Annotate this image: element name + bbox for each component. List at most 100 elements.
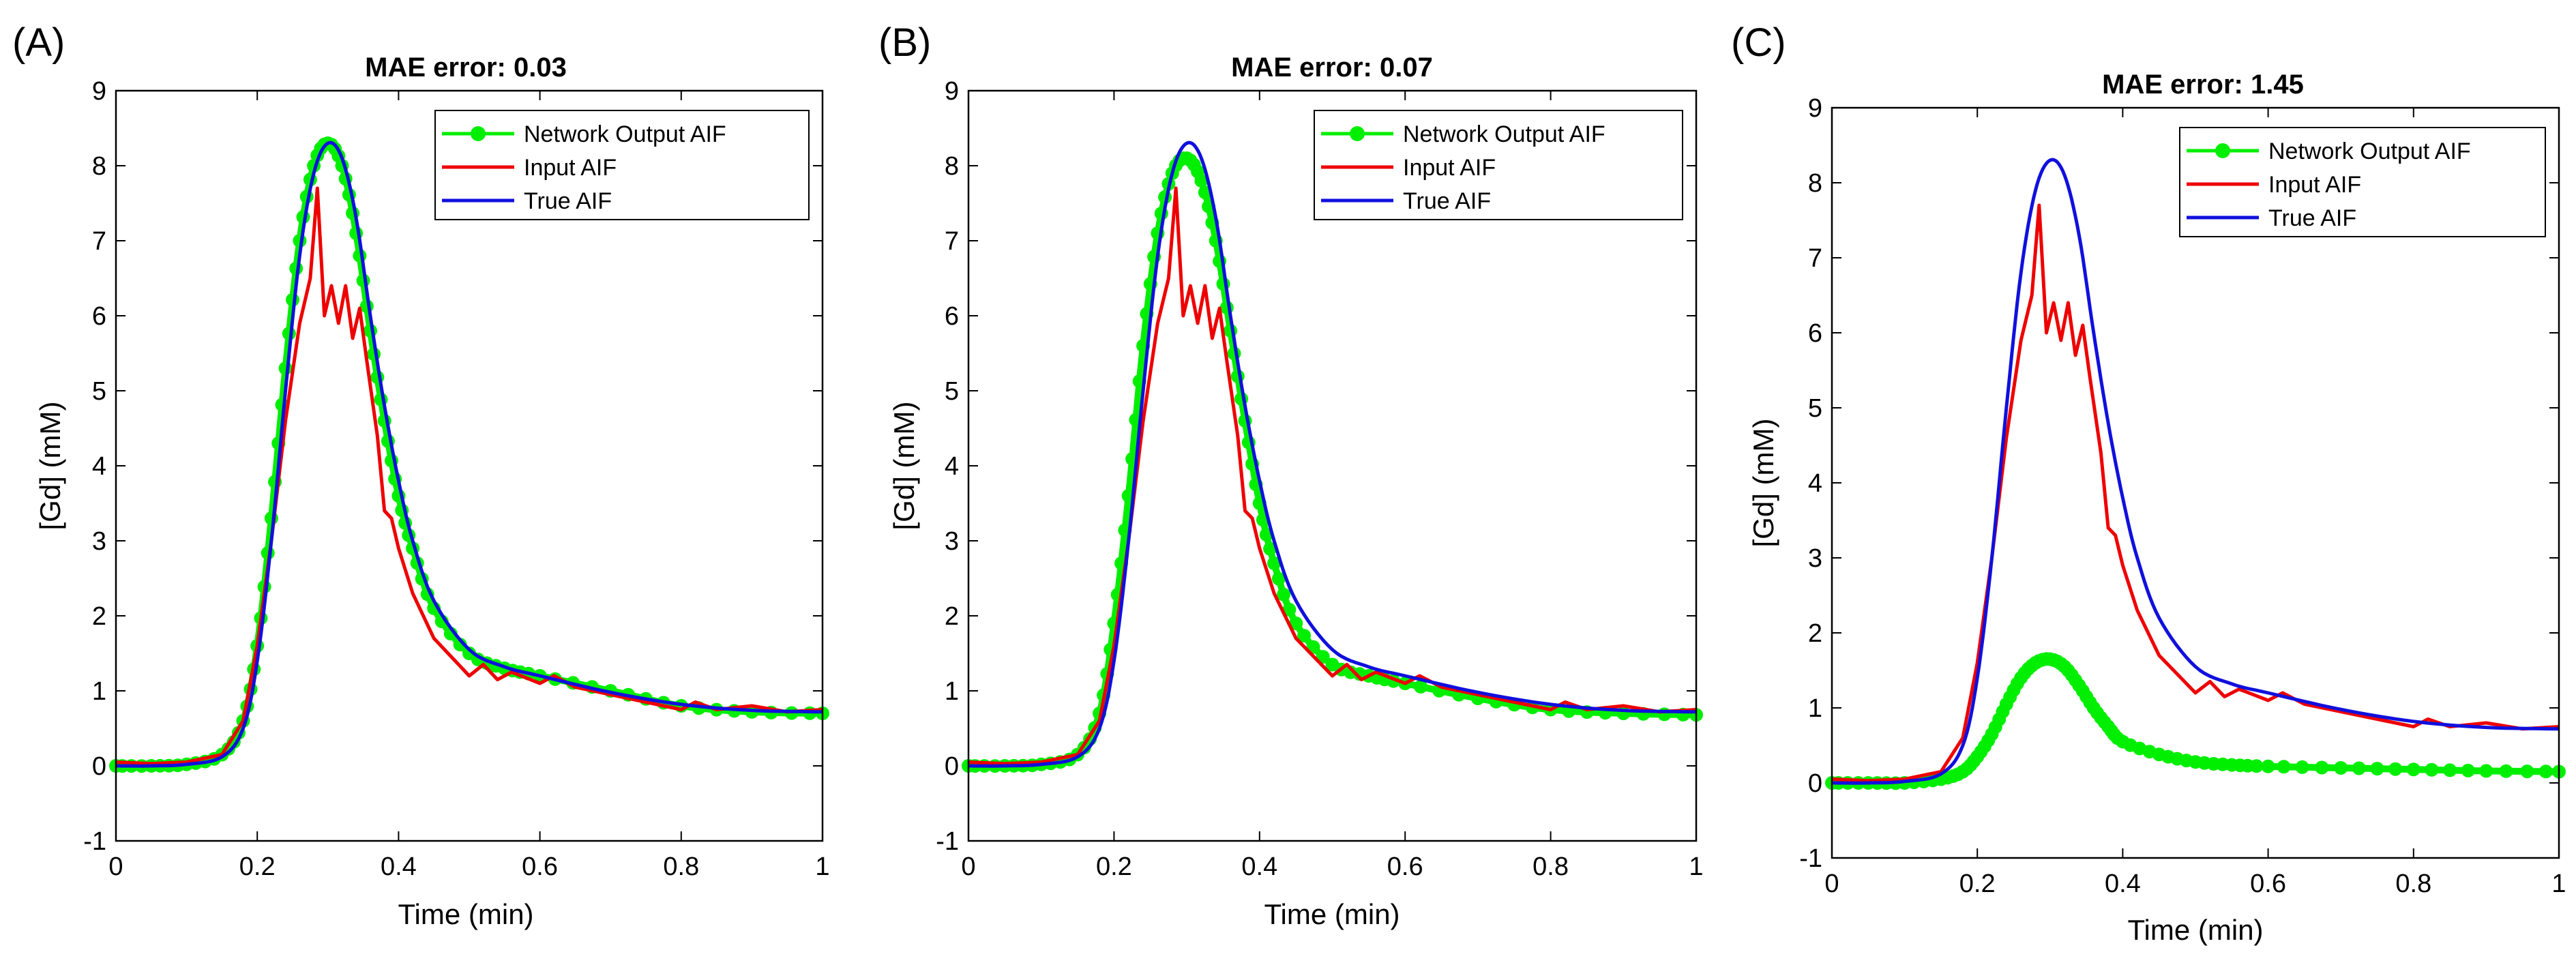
y-tick-label: 9 (945, 77, 959, 106)
x-axis-label: Time (min) (1264, 898, 1400, 930)
chart-title: MAE error: 1.45 (2102, 70, 2304, 100)
x-tick-label: 0.6 (522, 852, 558, 881)
y-tick-label: 7 (945, 227, 959, 256)
legend-label-true: True AIF (524, 188, 612, 214)
y-tick-label: 4 (1808, 469, 1822, 498)
series-line-true (116, 140, 823, 768)
y-tick-label: 6 (1808, 319, 1822, 348)
y-tick-label: 0 (92, 752, 106, 781)
x-tick-label: 0 (108, 852, 123, 881)
x-tick-label: 1 (815, 852, 829, 881)
y-tick-label: 0 (1808, 769, 1822, 798)
x-axis-label: Time (min) (2127, 914, 2263, 946)
x-tick-label: 0.8 (1533, 852, 1569, 881)
y-tick-label: 8 (945, 152, 959, 181)
series-group (109, 136, 829, 773)
legend-label-true: True AIF (2268, 205, 2356, 231)
data-point-network (1277, 587, 1291, 602)
plot-frame (1831, 106, 2560, 859)
legend-label-network: Network Output AIF (524, 121, 726, 147)
data-point-network (2461, 763, 2475, 777)
x-tick-label: 0.8 (663, 852, 699, 881)
y-tick-label: 8 (92, 152, 106, 181)
y-tick-label: 2 (92, 602, 106, 631)
legend-marker-network (471, 126, 486, 141)
y-tick-label: 3 (1808, 544, 1822, 573)
x-tick-label: 0.6 (1387, 852, 1423, 881)
legend-label-input: Input AIF (2268, 172, 2361, 198)
data-point-network (1414, 679, 1428, 694)
x-tick-label: 1 (1689, 852, 1703, 881)
y-tick-label: -1 (936, 827, 959, 856)
y-tick-label: 4 (92, 452, 106, 481)
chart-title: MAE error: 0.03 (365, 53, 567, 83)
x-tick-label: 0 (961, 852, 975, 881)
data-point-network (2499, 764, 2513, 778)
y-tick-label: -1 (83, 827, 106, 856)
chart-title: MAE error: 0.07 (1231, 53, 1433, 83)
y-tick-label: 5 (92, 377, 106, 406)
legend: Network Output AIF Input AIF True AIF (1314, 110, 1683, 220)
legend-label-network: Network Output AIF (1403, 121, 1605, 147)
data-point-network (1282, 602, 1297, 617)
y-tick-label: 6 (92, 302, 106, 331)
y-axis-label: [Gd] (mM) (1747, 419, 1779, 548)
data-point-network (2425, 762, 2439, 777)
y-tick-label: 1 (92, 677, 106, 706)
data-point-network (2352, 761, 2366, 775)
data-point-network (2295, 760, 2309, 774)
data-point-network (2370, 762, 2384, 776)
y-tick-label: 4 (945, 452, 959, 481)
y-tick-label: 7 (1808, 244, 1822, 273)
plot-frame (115, 89, 824, 842)
data-point-network (1289, 617, 1303, 630)
legend: Network Output AIF Input AIF True AIF (434, 110, 810, 220)
x-tick-label: 0.8 (2395, 870, 2431, 898)
legend: Network Output AIF Input AIF True AIF (2179, 127, 2546, 237)
data-point-network (2249, 759, 2264, 773)
x-tick-label: 0.4 (2105, 870, 2141, 898)
y-tick-label: 0 (945, 752, 959, 781)
x-tick-label: 0.2 (239, 852, 276, 881)
y-tick-label: -1 (1799, 844, 1822, 873)
legend-label-input: Input AIF (524, 155, 617, 181)
legend-marker-network (2215, 143, 2230, 158)
data-point-network (2406, 762, 2420, 777)
data-point-network (2388, 762, 2403, 776)
x-tick-label: 0.2 (1096, 852, 1132, 881)
x-axis-ticks: 0 0.2 0.4 0.6 0.8 1 (1824, 108, 2566, 898)
y-axis-label: [Gd] (mM) (888, 402, 920, 531)
series-group (962, 140, 1703, 773)
data-point-network (278, 361, 293, 375)
series-line-true (968, 140, 1697, 768)
y-tick-label: 3 (945, 527, 959, 556)
data-point-network (2334, 761, 2348, 775)
y-tick-label: 1 (945, 677, 959, 706)
legend-marker-network (1350, 126, 1365, 141)
y-axis-ticks: -1 0 1 2 3 4 5 6 7 8 9 (83, 77, 823, 856)
y-tick-label: 9 (1808, 94, 1822, 123)
data-point-network (1657, 707, 1672, 722)
data-point-network (1263, 541, 1277, 556)
legend-box (434, 110, 810, 220)
legend-label-network: Network Output AIF (2268, 138, 2471, 164)
data-point-network (2520, 764, 2534, 779)
panel-letter: (C) (1731, 20, 1786, 65)
y-axis-ticks: -1 0 1 2 3 4 5 6 7 8 9 (936, 77, 1696, 856)
plot-frame (967, 89, 1698, 842)
y-tick-label: 9 (92, 77, 106, 106)
y-tick-label: 5 (945, 377, 959, 406)
data-point-network (1271, 571, 1286, 586)
data-point-network (453, 638, 467, 652)
data-point-network (2315, 760, 2329, 775)
x-axis-label: Time (min) (398, 898, 533, 930)
y-tick-label: 2 (945, 602, 959, 631)
y-axis-ticks: -1 0 1 2 3 4 5 6 7 8 9 (1799, 94, 2559, 873)
y-tick-label: 7 (92, 227, 106, 256)
y-tick-label: 8 (1808, 169, 1822, 198)
panel-letter: (B) (878, 20, 931, 65)
data-point-network (2479, 764, 2493, 778)
x-axis-ticks: 0 0.2 0.4 0.6 0.8 1 (961, 91, 1704, 881)
